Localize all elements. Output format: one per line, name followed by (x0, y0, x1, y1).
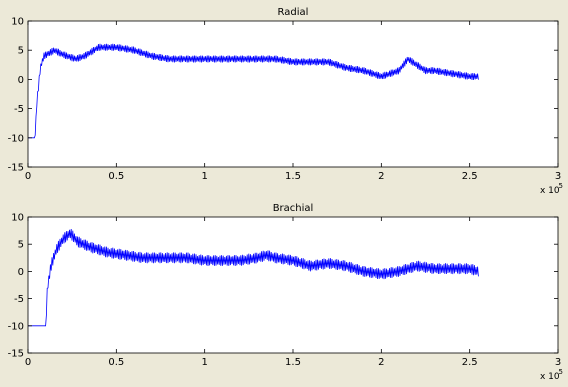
chart-radial-x-multiplier: x 10 (540, 186, 560, 196)
chart-radial-y-tick-label-1: -10 (8, 133, 24, 144)
chart-brachial-plot-area (28, 217, 558, 353)
chart-brachial-x-multiplier: x 10 (540, 372, 560, 382)
chart-radial-series-line-0 (28, 43, 479, 139)
chart-brachial-x-tick-label-4: 2 (378, 357, 384, 368)
chart-brachial-series-line-0 (28, 228, 479, 327)
chart-brachial-x-tick-label-6: 3 (555, 357, 561, 368)
chart-radial-plot-area (28, 21, 558, 167)
chart-brachial-y-tick-label-2: -5 (14, 294, 24, 305)
chart-brachial-y-tick-label-4: 5 (18, 240, 24, 251)
chart-brachial-x-tick-label-2: 1 (201, 357, 207, 368)
chart-radial-title: Radial (278, 7, 309, 18)
chart-brachial-x-tick-label-3: 1.5 (285, 357, 301, 368)
chart-brachial-x-tick-label-0: 0 (25, 357, 31, 368)
chart-brachial-y-tick-label-1: -10 (8, 321, 24, 332)
chart-brachial-x-exponent: 5 (559, 368, 563, 376)
chart-brachial-title: Brachial (273, 203, 314, 214)
chart-radial-x-exponent: 5 (559, 182, 563, 190)
chart-radial-y-tick-label-4: 5 (18, 46, 24, 57)
chart-radial-y-tick-label-2: -5 (14, 104, 24, 115)
chart-radial-x-tick-label-0: 0 (25, 171, 31, 182)
chart-radial-x-tick-label-4: 2 (378, 171, 384, 182)
chart-radial-y-tick-label-0: -15 (8, 163, 24, 174)
chart-brachial-y-tick-label-5: 10 (11, 213, 24, 224)
chart-brachial-y-tick-label-0: -15 (8, 349, 24, 360)
chart-radial-y-tick-label-3: 0 (18, 75, 24, 86)
chart-radial-x-tick-label-5: 2.5 (462, 171, 478, 182)
chart-radial-x-tick-label-3: 1.5 (285, 171, 301, 182)
chart-brachial-y-tick-label-3: 0 (18, 267, 24, 278)
chart-radial-x-tick-label-6: 3 (555, 171, 561, 182)
chart-radial-y-tick-label-5: 10 (11, 17, 24, 28)
chart-brachial-x-tick-label-1: 0.5 (108, 357, 124, 368)
chart-radial-x-tick-label-1: 0.5 (108, 171, 124, 182)
chart-brachial-x-tick-label-5: 2.5 (462, 357, 478, 368)
chart-radial-x-tick-label-2: 1 (201, 171, 207, 182)
